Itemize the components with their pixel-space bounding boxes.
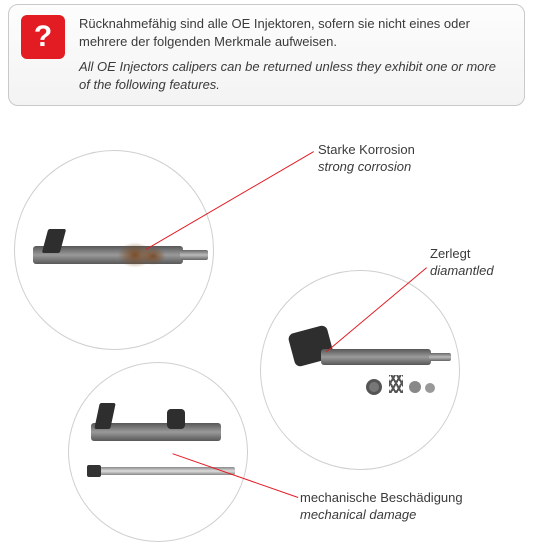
injector-junction (167, 409, 185, 429)
sample-circle-mechanical (68, 362, 248, 542)
label-en: strong corrosion (318, 159, 415, 176)
corrosion-patch (135, 243, 171, 269)
label-de: mechanische Beschädigung (300, 490, 463, 507)
info-text-en: All OE Injectors calipers can be returne… (79, 58, 510, 93)
small-part (425, 383, 435, 393)
question-mark-icon: ? (34, 22, 52, 52)
label-mechanical: mechanische Beschädigung mechanical dama… (300, 490, 463, 524)
washer-part (366, 379, 382, 395)
label-de: Zerlegt (430, 246, 494, 263)
label-de: Starke Korrosion (318, 142, 415, 159)
injector-tip (429, 353, 451, 361)
label-dismantled: Zerlegt diamantled (430, 246, 494, 280)
injector-body (321, 349, 431, 365)
rod-end (87, 465, 101, 477)
injector-tip (180, 250, 208, 260)
sample-circle-corrosion (14, 150, 214, 350)
info-text-de: Rücknahmefähig sind alle OE Injektoren, … (79, 15, 510, 50)
spring-part (389, 375, 403, 393)
label-en: diamantled (430, 263, 494, 280)
sample-circle-dismantled (260, 270, 460, 470)
small-part (409, 381, 421, 393)
info-box: ? Rücknahmefähig sind alle OE Injektoren… (8, 4, 525, 106)
question-badge: ? (21, 15, 65, 59)
label-en: mechanical damage (300, 507, 463, 524)
label-corrosion: Starke Korrosion strong corrosion (318, 142, 415, 176)
